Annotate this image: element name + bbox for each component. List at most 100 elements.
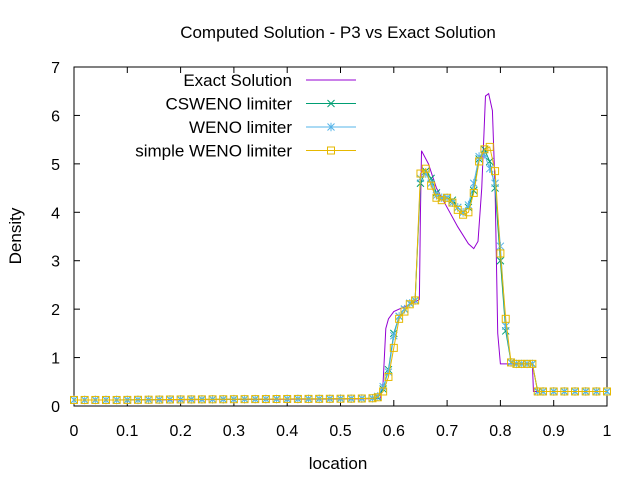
x-tick-label: 0.7 [436, 423, 458, 440]
plot-area-frame [73, 66, 608, 407]
data-point-simple-weno-limiter [293, 394, 302, 403]
x-tick-label: 0.5 [329, 423, 351, 440]
data-point-simple-weno-limiter [251, 395, 260, 404]
data-point-simple-weno-limiter [517, 359, 526, 368]
series-line-exact-solution [74, 92, 607, 401]
series-layer [70, 92, 611, 405]
legend-label: WENO limiter [189, 118, 292, 137]
y-tick-label: 6 [51, 108, 60, 125]
data-point-simple-weno-limiter [80, 395, 89, 404]
legend: Exact Solution CSWENO limiter WENO limiter… [135, 71, 356, 161]
legend-swatch-marker [327, 146, 335, 155]
legend-label: CSWENO limiter [165, 95, 292, 114]
data-point-simple-weno-limiter [581, 387, 590, 396]
data-point-simple-weno-limiter [395, 314, 404, 323]
x-tick-label: 0.1 [116, 423, 138, 440]
data-point-simple-weno-limiter [592, 387, 601, 396]
legend-label: Exact Solution [183, 71, 292, 90]
data-point-simple-weno-limiter [464, 208, 473, 217]
data-point-simple-weno-limiter [507, 358, 516, 367]
data-point-simple-weno-limiter [496, 249, 505, 258]
data-point-simple-weno-limiter [91, 395, 100, 404]
data-point-simple-weno-limiter [448, 198, 457, 207]
data-point-weno-limiter [501, 321, 510, 331]
data-point-simple-weno-limiter [421, 164, 430, 173]
data-point-simple-weno-limiter [70, 395, 78, 404]
data-point-simple-weno-limiter [272, 395, 281, 404]
data-point-simple-weno-limiter [336, 394, 345, 403]
data-point-simple-weno-limiter [523, 359, 532, 368]
data-point-simple-weno-limiter [304, 394, 313, 403]
data-point-simple-weno-limiter [315, 394, 324, 403]
x-tick-label: 1 [603, 423, 612, 440]
data-point-simple-weno-limiter [512, 359, 521, 368]
legend-item-exact-solution: Exact Solution [183, 71, 356, 90]
data-point-simple-weno-limiter [325, 394, 334, 403]
data-point-simple-weno-limiter [368, 394, 377, 403]
y-tick-label: 7 [51, 60, 60, 77]
y-axis-label: Density [6, 207, 25, 264]
data-point-simple-weno-limiter [539, 387, 548, 396]
data-point-simple-weno-limiter [400, 307, 409, 316]
data-point-simple-weno-limiter [560, 387, 569, 396]
data-point-weno-limiter [491, 178, 499, 188]
data-point-simple-weno-limiter [549, 387, 558, 396]
data-point-simple-weno-limiter [197, 395, 206, 404]
data-point-simple-weno-limiter [123, 395, 132, 404]
y-tick-label: 4 [51, 205, 60, 222]
series-weno-limiter [70, 149, 611, 405]
data-point-simple-weno-limiter [453, 205, 462, 214]
data-point-simple-weno-limiter [475, 157, 484, 166]
data-point-simple-weno-limiter [411, 296, 420, 305]
data-point-simple-weno-limiter [485, 142, 494, 151]
data-point-simple-weno-limiter [133, 395, 142, 404]
data-point-simple-weno-limiter [443, 193, 452, 202]
data-point-simple-weno-limiter [469, 188, 478, 197]
data-point-simple-weno-limiter [155, 395, 164, 404]
data-point-simple-weno-limiter [416, 169, 425, 178]
y-tick-label: 1 [51, 351, 60, 368]
data-point-simple-weno-limiter [240, 395, 249, 404]
x-tick-label: 0 [70, 423, 79, 440]
data-point-simple-weno-limiter [603, 387, 611, 396]
data-point-simple-weno-limiter [432, 193, 441, 202]
data-point-simple-weno-limiter [165, 395, 174, 404]
axis-ticks: 0 0.1 0.2 0.3 0.4 0.5 0.6 0.7 0.8 0.9 1 0 1 2 3 4 5 6 7 [51, 60, 611, 440]
legend-swatch-marker [327, 122, 335, 132]
legend-item-weno-limiter: WENO limiter [189, 118, 356, 137]
x-tick-label: 0.8 [489, 423, 511, 440]
data-point-simple-weno-limiter [533, 387, 542, 396]
data-point-simple-weno-limiter [389, 343, 398, 352]
legend-item-csweno-limiter: CSWENO limiter [165, 95, 356, 114]
x-tick-label: 0.3 [223, 423, 245, 440]
data-point-simple-weno-limiter [219, 395, 228, 404]
data-point-simple-weno-limiter [459, 210, 468, 219]
data-point-simple-weno-limiter [427, 181, 436, 190]
x-tick-label: 0.9 [543, 423, 565, 440]
data-point-simple-weno-limiter [208, 395, 217, 404]
data-point-simple-weno-limiter [491, 167, 500, 176]
data-point-simple-weno-limiter [480, 145, 489, 154]
data-point-simple-weno-limiter [379, 387, 388, 396]
data-point-simple-weno-limiter [101, 395, 110, 404]
series-exact-solution [74, 92, 607, 401]
chart-title: Computed Solution - P3 vs Exact Solution [180, 23, 496, 42]
data-point-weno-limiter [480, 149, 489, 159]
data-point-simple-weno-limiter [112, 395, 121, 404]
data-point-simple-weno-limiter [357, 394, 366, 403]
data-point-simple-weno-limiter [528, 359, 537, 368]
y-tick-label: 2 [51, 302, 60, 319]
legend-item-simple-weno-limiter: simple WENO limiter [135, 142, 356, 161]
y-tick-label: 5 [51, 157, 60, 174]
data-point-simple-weno-limiter [437, 196, 446, 205]
legend-label: simple WENO limiter [135, 142, 292, 161]
data-point-simple-weno-limiter [571, 387, 580, 396]
x-axis-label: location [309, 454, 368, 473]
y-tick-label: 3 [51, 254, 60, 271]
data-point-simple-weno-limiter [347, 394, 356, 403]
data-point-weno-limiter [475, 152, 483, 161]
x-tick-label: 0.4 [276, 423, 298, 440]
y-tick-label: 0 [51, 399, 60, 416]
